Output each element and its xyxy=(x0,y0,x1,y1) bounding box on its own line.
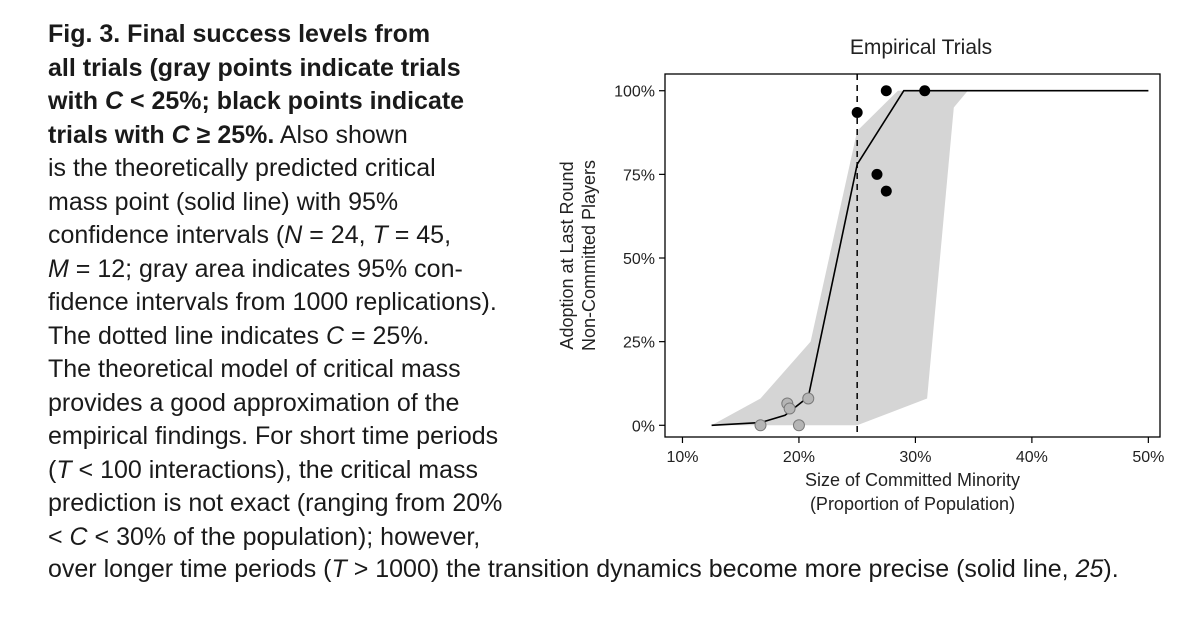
caption-last-line: over longer time periods (T > 1000) the … xyxy=(48,553,1119,587)
caption-text: prediction is not exact (ranging from 20… xyxy=(48,489,503,517)
caption-text: The theoretical model of critical mass xyxy=(48,355,461,383)
caption-text: empirical findings. For short time perio… xyxy=(48,422,499,450)
caption-text: = 12; gray area indicates 95% con- xyxy=(68,254,463,283)
caption-text: confidence intervals ( xyxy=(48,221,285,249)
caption-line: all trials (gray points indicate trials xyxy=(48,52,608,86)
caption-text: mass point (solid line) with 95% xyxy=(48,187,399,216)
caption-text: Also shown xyxy=(274,120,408,149)
caption-line: mass point (solid line) with 95% xyxy=(48,186,608,220)
plot-frame xyxy=(664,73,1161,438)
caption-line: prediction is not exact (ranging from 20… xyxy=(48,487,608,521)
y-tick-label: 75% xyxy=(623,167,655,184)
figure-caption: Fig. 3. Final success levels from all tri… xyxy=(48,18,608,554)
x-tick-label: 20% xyxy=(783,449,815,466)
caption-text: C xyxy=(69,522,88,551)
caption-text: N xyxy=(284,221,303,249)
caption-text: fidence intervals from 1000 replications… xyxy=(48,288,497,316)
chart-title: Empirical Trials xyxy=(850,36,992,59)
y-axis-label: Adoption at Last Round xyxy=(557,161,577,349)
caption-line: with C < 25%; black points indicate xyxy=(48,85,608,119)
caption-text: C xyxy=(104,87,123,115)
x-tick-label: 10% xyxy=(666,449,698,466)
caption-line: trials with C ≥ 25%. Also shown xyxy=(48,119,608,153)
gray-point xyxy=(792,419,805,432)
caption-line: (T < 100 interactions), the critical mas… xyxy=(48,454,608,488)
caption-line: fidence intervals from 1000 replications… xyxy=(48,286,608,320)
black-point xyxy=(871,168,883,180)
x-tick-label: 30% xyxy=(899,449,931,466)
caption-text: ( xyxy=(48,455,57,484)
caption-text: < 25%; black points indicate xyxy=(123,87,465,115)
caption-text: M xyxy=(48,254,69,283)
caption-text: 25 xyxy=(1075,555,1104,583)
caption-line: Fig. 3. Final success levels from xyxy=(48,18,608,52)
caption-text: all trials (gray points indicate trials xyxy=(48,53,461,82)
black-point xyxy=(851,106,863,118)
black-point xyxy=(880,85,892,97)
caption-text: ). xyxy=(1103,555,1119,583)
caption-line: < C < 30% of the population); however, xyxy=(48,521,608,555)
y-tick-label: 100% xyxy=(614,84,655,101)
x-tick-label: 50% xyxy=(1132,449,1164,466)
caption-text: Fig. 3. Final success levels from xyxy=(48,20,431,48)
caption-text: T xyxy=(372,221,388,249)
caption-text: > 1000) the transition dynamics become m… xyxy=(346,555,1076,583)
caption-text: = 25%. xyxy=(344,321,430,350)
caption-text: T xyxy=(56,455,72,484)
x-axis-label: (Proportion of Population) xyxy=(810,494,1015,514)
caption-line: is the theoretically predicted critical xyxy=(48,152,608,186)
x-tick-label: 40% xyxy=(1016,449,1048,466)
caption-text: = 45, xyxy=(387,221,452,249)
caption-text: is the theoretically predicted critical xyxy=(48,154,436,182)
black-point xyxy=(880,185,892,197)
caption-line: The theoretical model of critical mass xyxy=(48,353,608,387)
caption-line: M = 12; gray area indicates 95% con- xyxy=(48,253,608,287)
caption-text: over longer time periods ( xyxy=(48,555,332,583)
y-tick-label: 25% xyxy=(623,335,655,352)
empirical-trials-chart: Empirical Trials 10% 20% 30% 40% 50% 0% 25% 50%… xyxy=(557,36,1164,514)
caption-line: confidence intervals (N = 24, T = 45, xyxy=(48,219,608,253)
gray-point xyxy=(783,402,796,415)
black-point xyxy=(919,85,931,97)
caption-text: with xyxy=(48,87,105,115)
gray-point xyxy=(754,419,767,432)
x-axis-label: Size of Committed Minority xyxy=(805,470,1020,490)
confidence-band xyxy=(711,90,1149,426)
y-tick-label: 50% xyxy=(623,251,655,268)
caption-text: < xyxy=(48,522,70,551)
caption-line: provides a good approximation of the xyxy=(48,387,608,421)
caption-text: The dotted line indicates xyxy=(48,321,326,350)
caption-text: C xyxy=(171,120,190,149)
caption-text: = 24, xyxy=(302,221,373,249)
y-axis-label: Non-Committed Players xyxy=(579,160,599,351)
caption-text: < 30% of the population); however, xyxy=(87,522,481,551)
caption-text: T xyxy=(331,555,347,583)
gray-point xyxy=(802,392,815,405)
caption-text: C xyxy=(325,321,345,350)
caption-text: ≥ 25%. xyxy=(189,120,275,149)
caption-line: empirical findings. For short time perio… xyxy=(48,420,608,454)
caption-text: trials with xyxy=(48,120,172,149)
caption-text: < 100 interactions), the critical mass xyxy=(71,455,479,484)
caption-text: provides a good approximation of the xyxy=(48,388,460,417)
y-tick-label: 0% xyxy=(632,418,655,435)
plot-area: 10% 20% 30% 40% 50% 0% 25% 50% 75% 100% Size of Co… xyxy=(557,73,1164,514)
caption-line: The dotted line indicates C = 25%. xyxy=(48,320,608,354)
